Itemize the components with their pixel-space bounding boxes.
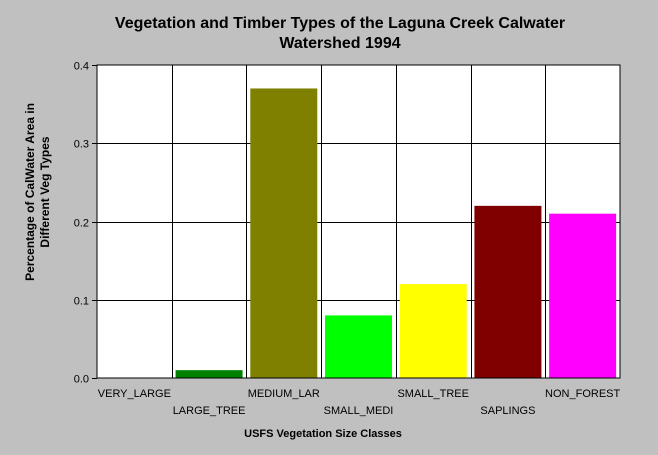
y-tick-label: 0.1: [74, 296, 89, 308]
chart-title: Vegetation and Timber Types of the Lagun…: [0, 14, 658, 54]
bar-large-tree: [175, 370, 243, 378]
x-tick-label: SMALL_TREE: [397, 388, 469, 400]
y-tick-label: 0.0: [74, 374, 89, 386]
y-tick-label: 0.2: [74, 218, 89, 230]
bar-small-tree: [399, 284, 467, 378]
x-tick-label: VERY_LARGE: [98, 388, 171, 400]
x-tick-label: NON_FOREST: [545, 388, 620, 400]
x-tick-label: SAPLINGS: [480, 405, 535, 417]
bar-saplings: [474, 205, 542, 378]
bar-medium-lar: [250, 88, 318, 378]
chart-title-line-1: Vegetation and Timber Types of the Lagun…: [114, 15, 566, 32]
bar-small-medi: [325, 315, 392, 378]
bar-non-forest: [549, 213, 617, 378]
y-tick-label: 0.4: [74, 61, 89, 73]
y-tick-label: 0.3: [74, 139, 89, 151]
x-tick-label: MEDIUM_LAR: [248, 388, 320, 400]
plot-frame: [96, 64, 621, 379]
x-axis-label: USFS Vegetation Size Classes: [244, 428, 402, 440]
x-tick-label: SMALL_MEDI: [324, 405, 394, 417]
chart-title-line-2: Watershed 1994: [279, 35, 401, 52]
x-tick-label: LARGE_TREE: [173, 405, 246, 417]
